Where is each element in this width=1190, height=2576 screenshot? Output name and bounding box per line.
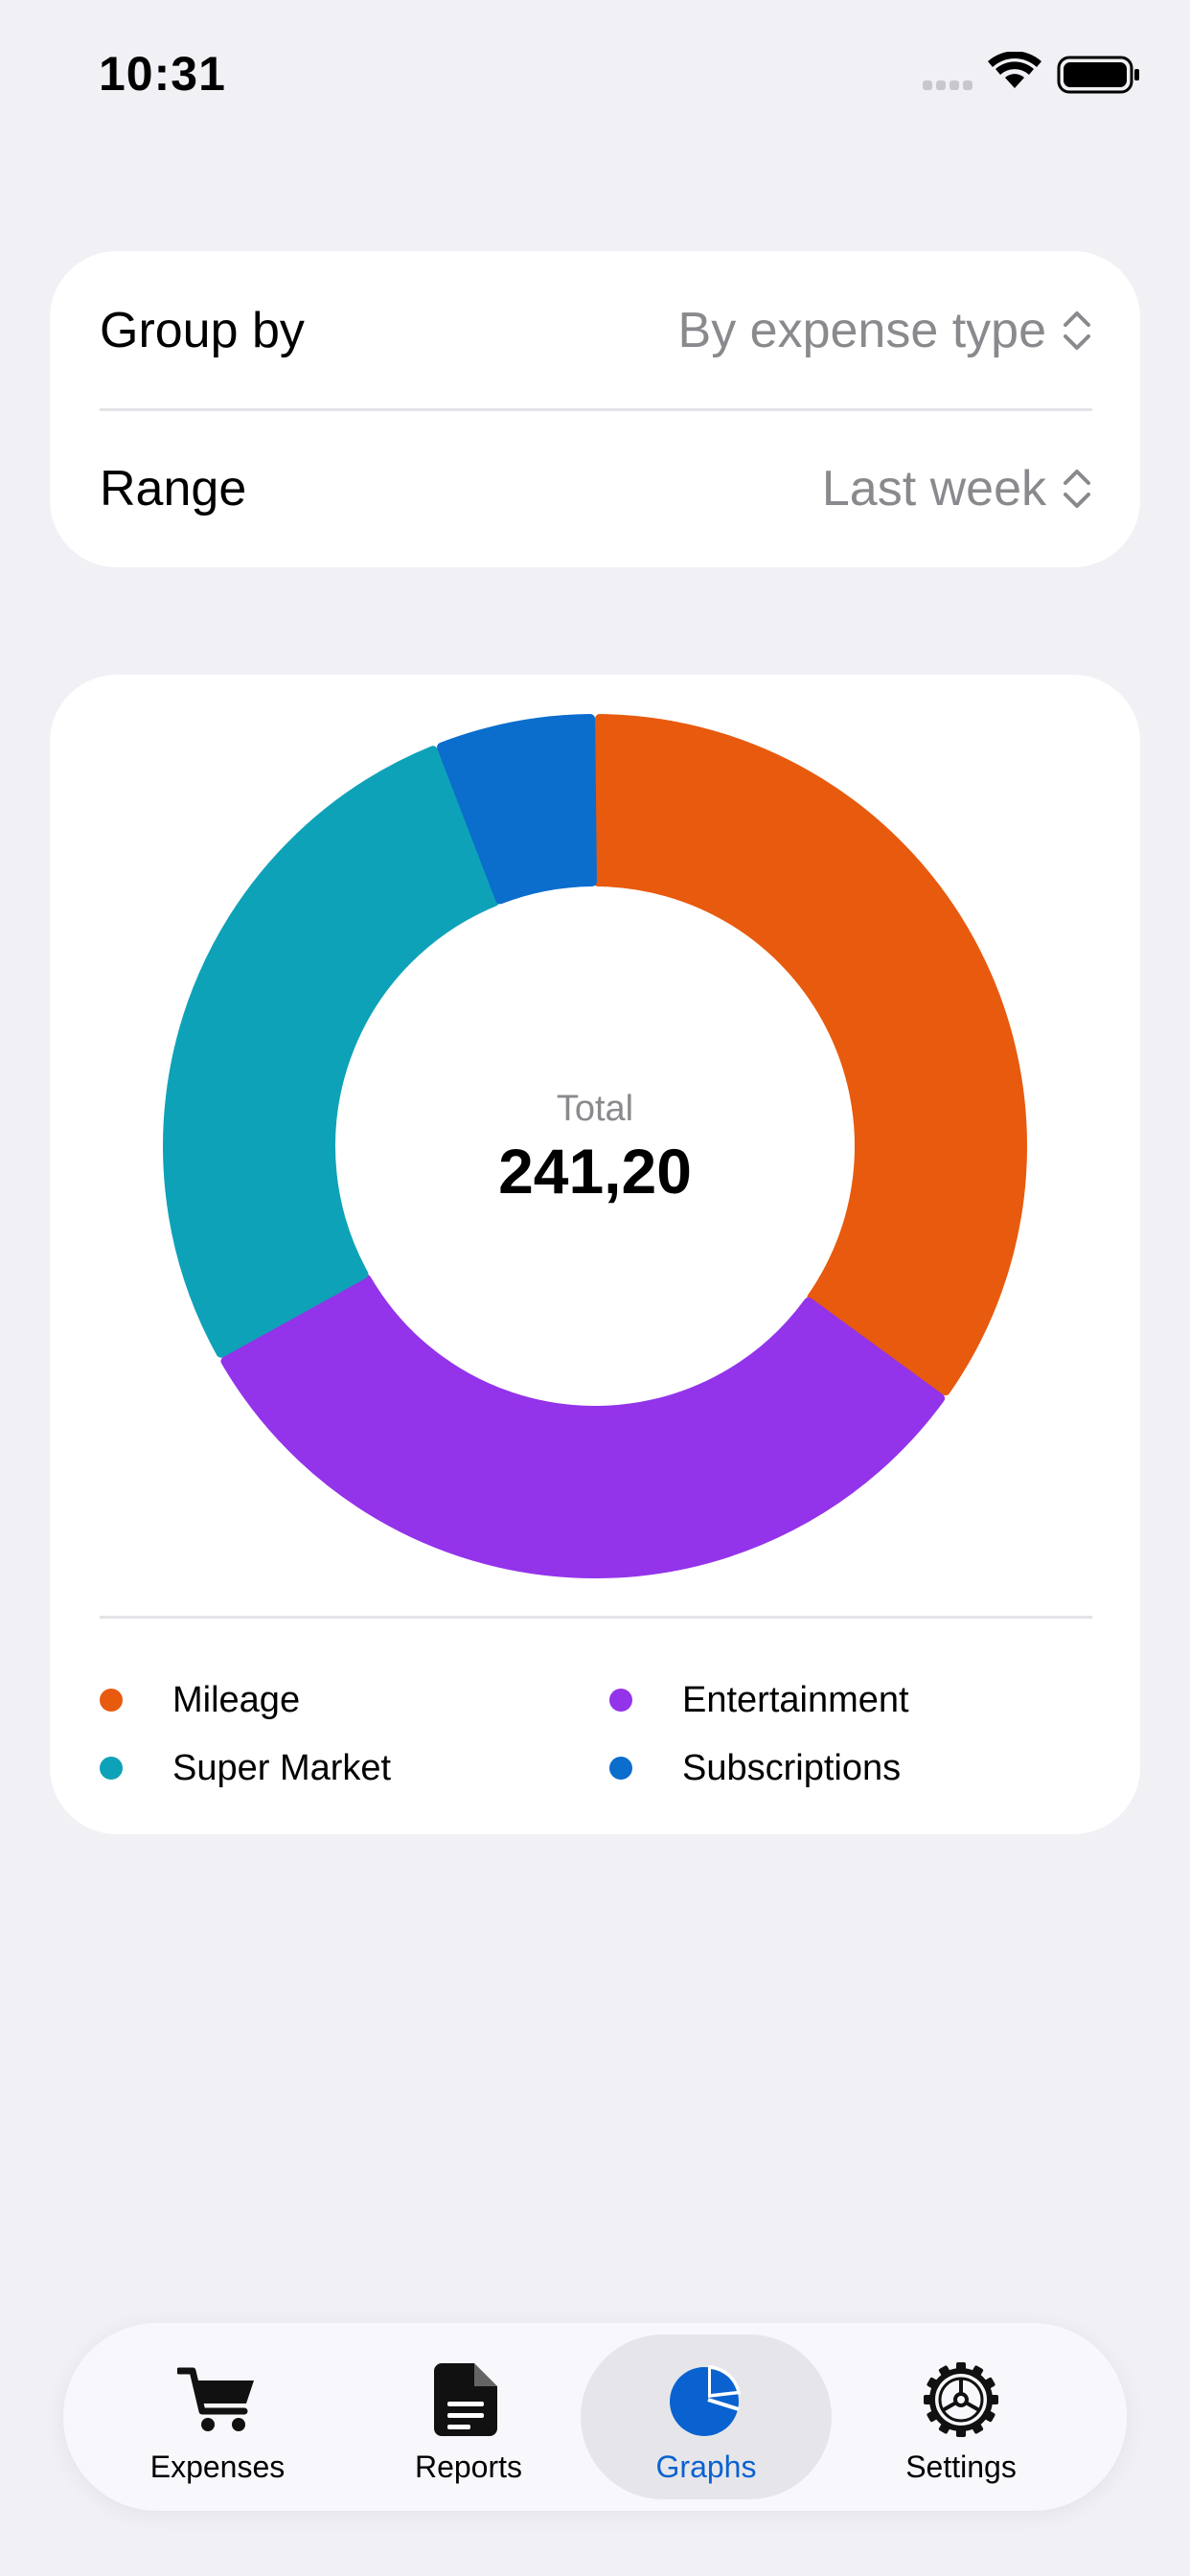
legend-dot — [100, 1757, 123, 1780]
legend-item-entertainment: Entertainment — [560, 1673, 909, 1727]
group-by-label: Group by — [100, 302, 305, 358]
tab-settings[interactable]: Settings — [835, 2334, 1087, 2499]
battery-icon — [1057, 56, 1139, 94]
cellular-signal-icon — [923, 80, 973, 90]
total-value: 241,20 — [498, 1136, 692, 1207]
range-value[interactable]: Last week — [821, 460, 1046, 517]
tab-graphs[interactable]: Graphs — [581, 2334, 832, 2499]
tab-label: Graphs — [655, 2450, 757, 2484]
tab-label: Settings — [905, 2450, 1017, 2484]
legend-label: Super Market — [172, 1747, 392, 1788]
legend-dot — [609, 1757, 632, 1780]
gear-icon — [924, 2362, 998, 2437]
document-icon — [434, 2363, 497, 2436]
legend-item-subscriptions: Subscriptions — [560, 1741, 901, 1795]
wifi-icon — [988, 52, 1041, 88]
tab-label: Expenses — [149, 2450, 286, 2484]
legend-label: Entertainment — [682, 1679, 909, 1720]
donut-slice-mileage[interactable] — [593, 714, 1027, 1396]
status-icons — [923, 52, 1139, 94]
tab-bar: Expenses Reports Graphs — [63, 2323, 1127, 2511]
donut-slice-entertainment[interactable] — [220, 1274, 946, 1578]
pie-chart-icon — [670, 2365, 741, 2436]
chart-card: Total 241,20 Mileage Entertainment Super… — [50, 675, 1140, 1834]
group-by-row[interactable]: Group by By expense type — [100, 251, 1092, 409]
donut-slice-super-market[interactable] — [163, 746, 500, 1358]
tab-label: Reports — [414, 2450, 523, 2484]
total-label: Total — [556, 1089, 634, 1129]
donut-slice-subscriptions[interactable] — [437, 714, 597, 905]
chart-divider — [100, 1616, 1092, 1619]
status-time: 10:31 — [99, 47, 226, 101]
legend-dot — [609, 1689, 632, 1712]
row-divider — [100, 408, 1092, 411]
group-by-value[interactable]: By expense type — [677, 302, 1046, 358]
range-row[interactable]: Range Last week — [100, 409, 1092, 567]
legend-dot — [100, 1689, 123, 1712]
donut-chart — [163, 714, 1027, 1578]
chevron-up-down-icon — [1064, 310, 1090, 350]
tab-reports[interactable]: Reports — [343, 2334, 594, 2499]
legend-item-mileage: Mileage — [50, 1673, 300, 1727]
tab-expenses[interactable]: Expenses — [92, 2334, 343, 2499]
legend-label: Mileage — [172, 1679, 301, 1720]
legend-label: Subscriptions — [682, 1747, 902, 1788]
cart-icon — [177, 2367, 254, 2431]
chevron-up-down-icon — [1064, 469, 1090, 508]
filter-card: Group by By expense type Range Last week — [50, 251, 1140, 567]
range-label: Range — [100, 460, 247, 517]
legend-item-super-market: Super Market — [50, 1741, 391, 1795]
